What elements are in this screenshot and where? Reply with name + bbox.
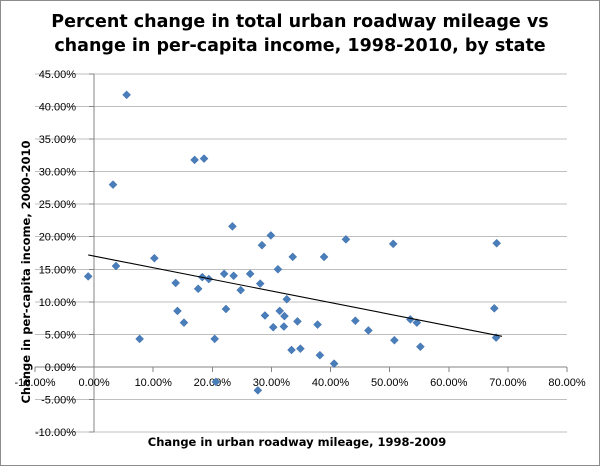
data-point (219, 269, 229, 279)
data-point (275, 306, 285, 316)
trendline (88, 254, 503, 337)
data-point (253, 385, 263, 395)
y-tick-label: 25.00% (39, 199, 77, 211)
gridlines (35, 73, 567, 433)
data-point (273, 264, 283, 274)
x-tick-label: 10.00% (135, 377, 173, 389)
data-point (341, 234, 351, 244)
y-tick-label: 0.00% (45, 362, 76, 374)
data-points (83, 90, 502, 395)
y-tick-label: 10.00% (39, 297, 77, 309)
data-point (83, 272, 93, 281)
x-tick-label: 0.00% (79, 377, 110, 389)
y-tick-label: 5.00% (45, 329, 76, 341)
data-point (236, 285, 246, 295)
y-tick-label: -5.00% (41, 394, 76, 406)
data-point (293, 316, 302, 326)
x-tick-label: -10.00% (15, 377, 56, 389)
y-tick-label: 15.00% (39, 264, 77, 276)
y-tick-label: 30.00% (39, 167, 77, 179)
data-point (416, 342, 425, 352)
data-point (319, 252, 329, 262)
data-point (489, 303, 499, 313)
x-axis-ticks: -10.00% 0.00% 10.00% 20.00% 30.00% 40.00% 50.0… (15, 366, 586, 389)
x-tick-label: 40.00% (312, 377, 350, 389)
data-point (364, 326, 373, 335)
y-tick-label: 20.00% (39, 232, 77, 244)
x-tick-label: 80.00% (548, 377, 586, 389)
data-point (228, 221, 237, 231)
data-point (135, 334, 144, 344)
y-tick-label: 40.00% (39, 102, 77, 114)
trendline-group (88, 254, 503, 337)
data-point (351, 316, 360, 326)
y-tick-label: 45.00% (39, 69, 77, 81)
data-point (150, 253, 159, 263)
data-point (210, 334, 220, 344)
data-point (315, 350, 325, 360)
data-point (255, 279, 265, 288)
y-tick-label: -10.00% (35, 427, 76, 439)
x-tick-label: 50.00% (371, 377, 409, 389)
y-axis-ticks: -10.00% -5.00% 0.00% 5.00% 10.00% 15.00% 20.00… (35, 69, 95, 439)
data-point (296, 344, 305, 354)
chart-title-line-2: change in per-capita income, 1998-2010, … (54, 36, 546, 56)
data-point (390, 335, 399, 345)
chart-title-line-1: Percent change in total urban roadway mi… (51, 12, 549, 32)
data-point (221, 304, 231, 314)
data-point (193, 284, 203, 294)
data-point (211, 377, 221, 387)
data-point (173, 306, 182, 316)
data-point (329, 359, 339, 369)
y-tick-label: 35.00% (39, 134, 77, 146)
data-point (257, 240, 267, 250)
data-point (179, 318, 189, 328)
data-point (266, 231, 276, 240)
x-tick-label: 60.00% (430, 377, 468, 389)
x-axis-label: Change in urban roadway mileage, 1998-20… (148, 435, 447, 449)
data-point (313, 320, 322, 329)
data-point (108, 180, 118, 190)
x-tick-label: 20.00% (194, 377, 232, 389)
y-axis-label: Change in per-capita income, 2000-2010 (19, 140, 33, 403)
data-point (111, 261, 121, 271)
data-point (229, 271, 238, 281)
chart-title: Percent change in total urban roadway mi… (0, 10, 600, 58)
data-point (492, 238, 502, 248)
data-point (122, 90, 131, 100)
data-point (412, 318, 422, 328)
data-point (280, 311, 289, 321)
data-point (245, 269, 255, 279)
data-point (260, 311, 270, 320)
data-point (190, 155, 199, 165)
data-point (279, 322, 289, 331)
data-point (288, 252, 298, 262)
x-tick-label: 30.00% (253, 377, 291, 389)
data-point (388, 239, 398, 249)
data-point (171, 278, 181, 288)
data-point (287, 345, 296, 355)
axes (35, 74, 567, 432)
data-point (199, 154, 209, 163)
x-tick-label: 70.00% (489, 377, 527, 389)
data-point (282, 294, 292, 304)
data-point (268, 322, 278, 332)
